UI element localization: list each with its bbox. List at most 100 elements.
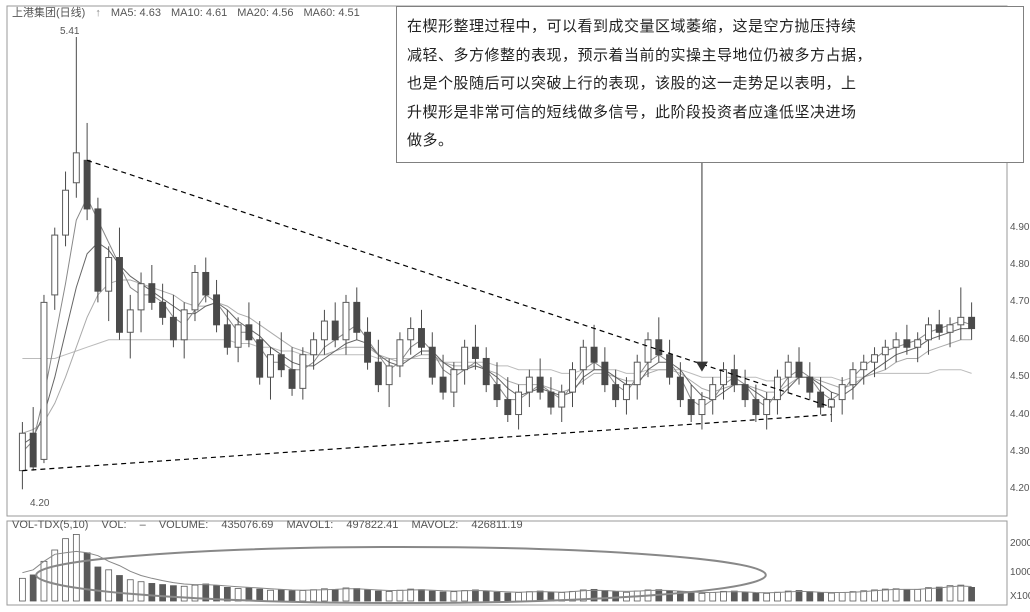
ma-label: MA10: 4.61 (171, 7, 227, 19)
candle-body (332, 321, 338, 340)
candle-body (300, 355, 306, 389)
candle-body (537, 377, 543, 392)
candle-body (289, 370, 295, 389)
vol-header-part: MAVOL1: (286, 519, 333, 531)
candle-body (526, 377, 532, 392)
volume-bar (839, 593, 845, 602)
volume-header: VOL-TDX(5,10) VOL: – VOLUME: 435076.69 M… (12, 519, 533, 531)
candle-body (634, 362, 640, 384)
candle-body (95, 209, 101, 291)
volume-bar (818, 593, 824, 602)
volume-bar (52, 550, 58, 601)
volume-bar (268, 590, 274, 601)
volume-bar (688, 593, 694, 601)
candle-body (246, 325, 252, 340)
volume-bar (408, 589, 414, 601)
volume-bar (699, 593, 705, 601)
volume-bar (785, 591, 791, 601)
candle-body (149, 284, 155, 303)
candle-body (764, 400, 770, 415)
candle-body (451, 370, 457, 392)
candle-body (893, 340, 899, 347)
candle-body (41, 302, 47, 459)
candle-body (106, 258, 112, 292)
candle-body (656, 340, 662, 355)
volume-bar (958, 585, 964, 601)
volume-bar (882, 589, 888, 601)
volume-bar (343, 588, 349, 601)
volume-bar (127, 580, 133, 601)
volume-bar (311, 590, 317, 601)
candle-body (257, 340, 263, 377)
volume-bar (386, 591, 392, 601)
price-header: 上港集团(日线)↑MA5: 4.63MA10: 4.61MA20: 4.56MA… (12, 4, 370, 20)
candle-body (753, 400, 759, 415)
candle-body (645, 340, 651, 362)
volume-bar (494, 592, 500, 601)
candle-body (807, 377, 813, 392)
candle-body (408, 329, 414, 340)
volume-bar (106, 570, 112, 601)
candle-body (904, 340, 910, 347)
vol-header-part: 426811.19 (471, 519, 522, 531)
candle-body (440, 377, 446, 392)
price-tick-label: 4.80 (1010, 259, 1029, 270)
ma-label: MA5: 4.63 (111, 7, 161, 19)
volume-bar (526, 592, 532, 601)
volume-bar (872, 590, 878, 601)
candle-body (839, 385, 845, 400)
volume-bar (483, 591, 489, 601)
volume-bar (947, 586, 953, 601)
candle-body (688, 400, 694, 415)
volume-bar (278, 590, 284, 601)
volume-tick-label: 20000 (1010, 538, 1030, 549)
candle-body (214, 295, 220, 325)
candle-body (613, 385, 619, 400)
candle-body (731, 370, 737, 385)
volume-bar (904, 589, 910, 601)
candle-body (19, 433, 25, 470)
volume-bar (753, 593, 759, 601)
candle-body (462, 347, 468, 369)
candle-body (127, 310, 133, 332)
candle-body (785, 362, 791, 377)
candle-body (181, 310, 187, 340)
volume-bar (181, 586, 187, 601)
candle-body (84, 160, 90, 209)
candle-body (548, 392, 554, 407)
candle-body (570, 370, 576, 392)
candle-body (52, 235, 58, 295)
volume-bar (289, 591, 295, 601)
candle-body (375, 362, 381, 384)
volume-bar (138, 582, 144, 601)
volume-bar (969, 587, 975, 601)
candle-body (915, 340, 921, 347)
volume-bar (160, 585, 166, 601)
volume-bar (419, 590, 425, 601)
volume-bar (602, 591, 608, 601)
candle-body (63, 190, 69, 235)
candle-body (138, 284, 144, 310)
volume-bar (742, 592, 748, 601)
volume-bar (925, 588, 931, 601)
vol-header-part: 497822.41 (346, 519, 398, 531)
candle-body (268, 355, 274, 377)
volume-bar (19, 578, 25, 601)
price-tick-label: 4.30 (1010, 446, 1029, 457)
ma-label: MA60: 4.51 (304, 7, 360, 19)
candle-body (969, 317, 975, 328)
volume-bar (613, 592, 619, 601)
volume-bar (850, 592, 856, 601)
vol-header-part: VOL-TDX(5,10) (12, 519, 88, 531)
candle-body (818, 392, 824, 407)
volume-bar (936, 587, 942, 601)
candle-body (73, 153, 79, 183)
vol-header-part: 435076.69 (221, 519, 273, 531)
candle-body (203, 272, 209, 294)
volume-bar (397, 590, 403, 601)
volume-bar (828, 593, 834, 601)
candle-body (958, 317, 964, 324)
candle-body (828, 400, 834, 407)
volume-bar (472, 590, 478, 601)
candle-body (925, 325, 931, 340)
